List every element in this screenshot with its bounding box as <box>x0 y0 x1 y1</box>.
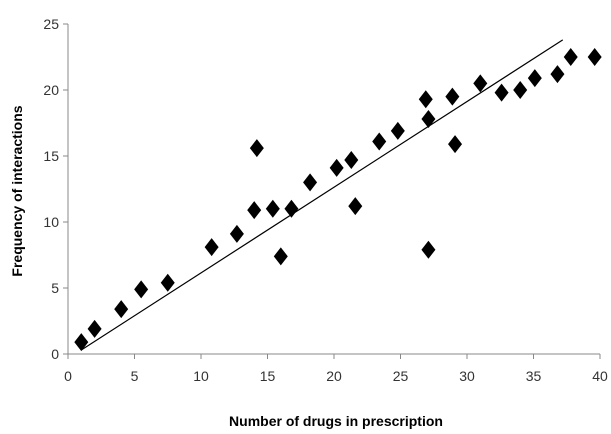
data-point <box>513 81 528 99</box>
x-tick-label: 40 <box>592 368 608 384</box>
x-tick-label: 15 <box>260 368 276 384</box>
x-tick-label: 25 <box>393 368 409 384</box>
data-point <box>563 48 578 66</box>
data-point <box>247 201 262 220</box>
data-point <box>273 247 288 266</box>
x-tick-label: 20 <box>326 368 342 384</box>
y-tick-label: 20 <box>43 82 59 98</box>
data-point <box>494 83 509 102</box>
data-points <box>74 48 602 352</box>
y-tick-label: 0 <box>51 346 59 362</box>
trendline <box>80 39 564 351</box>
data-point <box>372 132 387 151</box>
data-point <box>587 48 602 66</box>
data-point <box>87 319 102 338</box>
x-tick-label: 5 <box>131 368 139 384</box>
data-point <box>303 173 318 192</box>
data-point <box>249 139 264 158</box>
data-point <box>348 197 363 216</box>
data-point <box>160 273 175 292</box>
data-point <box>390 121 405 140</box>
data-point <box>114 300 129 319</box>
data-point <box>445 87 460 106</box>
data-point <box>448 135 463 154</box>
data-point <box>550 65 565 84</box>
data-point <box>284 199 299 218</box>
data-point <box>74 333 89 352</box>
axes: 0 5 10 15 20 25 0 5 10 15 20 25 30 35 40 <box>43 16 608 384</box>
data-point <box>418 90 433 109</box>
data-point <box>421 110 436 129</box>
y-tick-label: 25 <box>43 16 59 32</box>
x-tick-label: 0 <box>64 368 72 384</box>
data-point <box>134 280 149 299</box>
x-tick-label: 10 <box>193 368 209 384</box>
x-tick-label: 30 <box>459 368 475 384</box>
data-point <box>329 158 344 177</box>
data-point <box>229 224 244 243</box>
trendline-layer <box>80 39 564 351</box>
data-point <box>473 74 488 93</box>
data-point <box>421 240 436 259</box>
y-tick-label: 5 <box>51 280 59 296</box>
data-point <box>527 69 542 88</box>
data-point <box>204 238 219 257</box>
x-axis-title: Number of drugs in prescription <box>229 413 443 429</box>
y-tick-label: 15 <box>43 148 59 164</box>
y-tick-label: 10 <box>43 214 59 230</box>
data-point <box>344 150 359 169</box>
y-axis-title: Frequency of interactions <box>9 105 25 276</box>
data-point <box>265 199 280 218</box>
x-tick-label: 35 <box>526 368 542 384</box>
